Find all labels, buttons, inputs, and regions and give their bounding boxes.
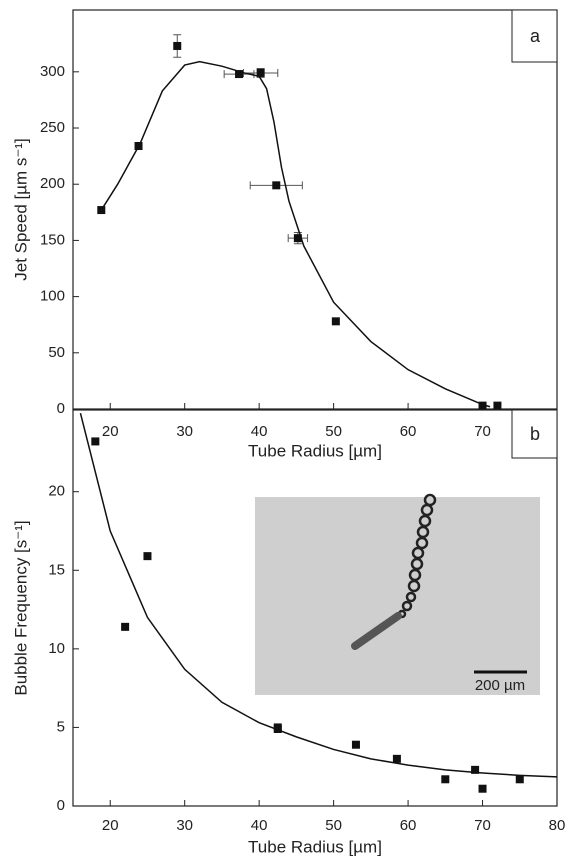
y-tick-label: 20 xyxy=(48,483,65,500)
data-point xyxy=(392,754,401,763)
y-tick-label: 50 xyxy=(48,344,65,361)
x-tick-label: 50 xyxy=(325,817,342,834)
panel-label-box xyxy=(511,9,558,63)
data-point xyxy=(173,41,182,50)
y-tick-label: 250 xyxy=(40,119,65,136)
inset-tube xyxy=(351,612,402,650)
x-tick-label: 30 xyxy=(176,423,193,440)
y-tick-label: 200 xyxy=(40,175,65,192)
inset-image xyxy=(255,497,540,695)
x-tick-label: 50 xyxy=(325,423,342,440)
y-tick-label: 5 xyxy=(57,718,65,735)
data-point xyxy=(441,775,450,784)
fit-curve xyxy=(79,412,558,778)
data-point xyxy=(272,181,281,190)
data-point xyxy=(121,622,130,631)
x-tick-label: 60 xyxy=(400,817,417,834)
x-tick-label: 40 xyxy=(251,423,268,440)
x-tick-label: 60 xyxy=(400,423,417,440)
data-point xyxy=(493,401,502,410)
data-point xyxy=(478,784,487,793)
x-tick-label: 30 xyxy=(176,817,193,834)
data-point xyxy=(471,765,480,774)
x-tick-label: 80 xyxy=(549,817,566,834)
data-point xyxy=(256,68,265,77)
y-tick-label: 100 xyxy=(40,288,65,305)
y-tick-label: 0 xyxy=(57,797,65,814)
y-tick-label: 300 xyxy=(40,63,65,80)
y-axis-label: Jet Speed [µm s⁻¹] xyxy=(11,138,30,281)
data-point xyxy=(91,437,100,446)
x-tick-label: 20 xyxy=(102,423,119,440)
x-tick-label: 70 xyxy=(474,423,491,440)
data-point xyxy=(515,775,524,784)
x-axis-label: Tube Radius [µm] xyxy=(248,837,382,856)
data-point xyxy=(351,740,360,749)
y-tick-label: 0 xyxy=(57,400,65,417)
panel-label-box xyxy=(511,409,558,459)
y-tick-label: 10 xyxy=(48,640,65,657)
data-point xyxy=(293,234,302,243)
x-axis-label: Tube Radius [µm] xyxy=(248,441,382,460)
y-tick-label: 150 xyxy=(40,231,65,248)
plot-frame xyxy=(72,409,558,807)
data-point xyxy=(331,317,340,326)
scale-label: 200 µm xyxy=(475,677,525,694)
panel-label: b xyxy=(530,424,540,444)
x-tick-label: 70 xyxy=(474,817,491,834)
data-point xyxy=(235,70,244,79)
x-tick-label: 20 xyxy=(102,817,119,834)
y-axis-label: Bubble Frequency [s⁻¹] xyxy=(11,520,30,695)
data-point xyxy=(478,401,487,410)
x-tick-label: 40 xyxy=(251,817,268,834)
fit-curve xyxy=(100,60,491,408)
inset-bubbles xyxy=(397,493,437,619)
plot-frame xyxy=(72,9,558,410)
data-point xyxy=(143,552,152,561)
y-tick-label: 15 xyxy=(48,561,65,578)
panel-label: a xyxy=(530,26,541,46)
